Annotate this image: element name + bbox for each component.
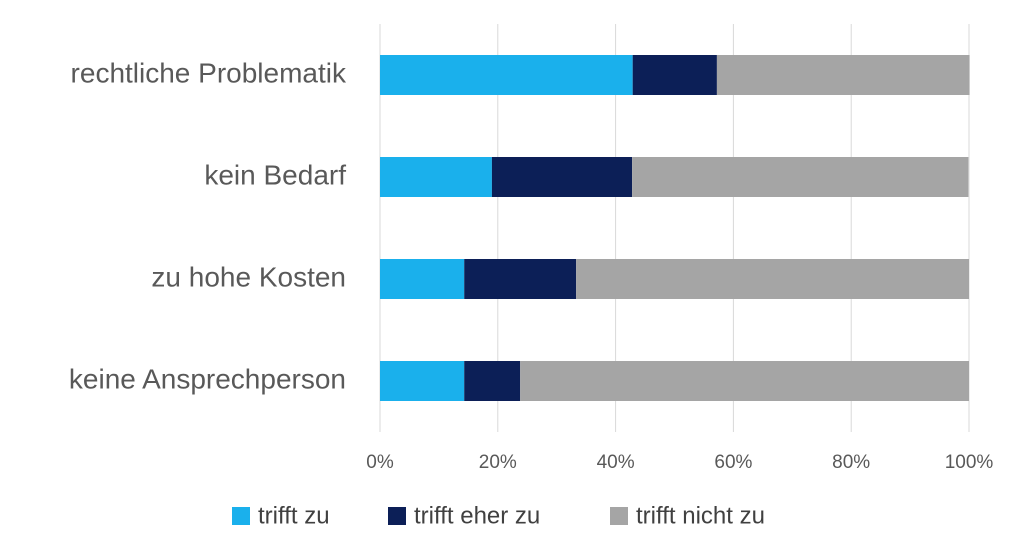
bar-segment: [491, 157, 633, 197]
x-tick-label: 80%: [832, 452, 870, 473]
bar-segment: [380, 259, 465, 299]
bar-segment: [716, 55, 970, 95]
x-tick-label: 0%: [366, 452, 394, 473]
x-tick-label: 40%: [597, 452, 635, 473]
legend-swatch: [610, 507, 628, 525]
legend-label: trifft nicht zu: [636, 502, 765, 529]
bar-segment: [380, 55, 633, 95]
x-tick-label: 60%: [714, 452, 752, 473]
bar-segment: [632, 157, 969, 197]
bar-segment: [576, 259, 969, 299]
legend-swatch: [232, 507, 250, 525]
category-label: rechtliche Problematik: [71, 57, 347, 88]
bar-segment: [380, 157, 492, 197]
x-tick-label: 20%: [479, 452, 517, 473]
bar-segment: [520, 361, 969, 401]
bar-segment: [380, 361, 465, 401]
legend-label: trifft zu: [258, 502, 330, 529]
x-tick-label: 100%: [945, 452, 994, 473]
legend-swatch: [388, 507, 406, 525]
category-label: zu hohe Kosten: [151, 261, 346, 292]
legend-label: trifft eher zu: [414, 502, 540, 529]
bar-segment: [632, 55, 717, 95]
category-label: kein Bedarf: [204, 159, 346, 190]
category-label: keine Ansprechperson: [69, 363, 346, 394]
bar-segment: [464, 361, 521, 401]
bar-segment: [464, 259, 577, 299]
